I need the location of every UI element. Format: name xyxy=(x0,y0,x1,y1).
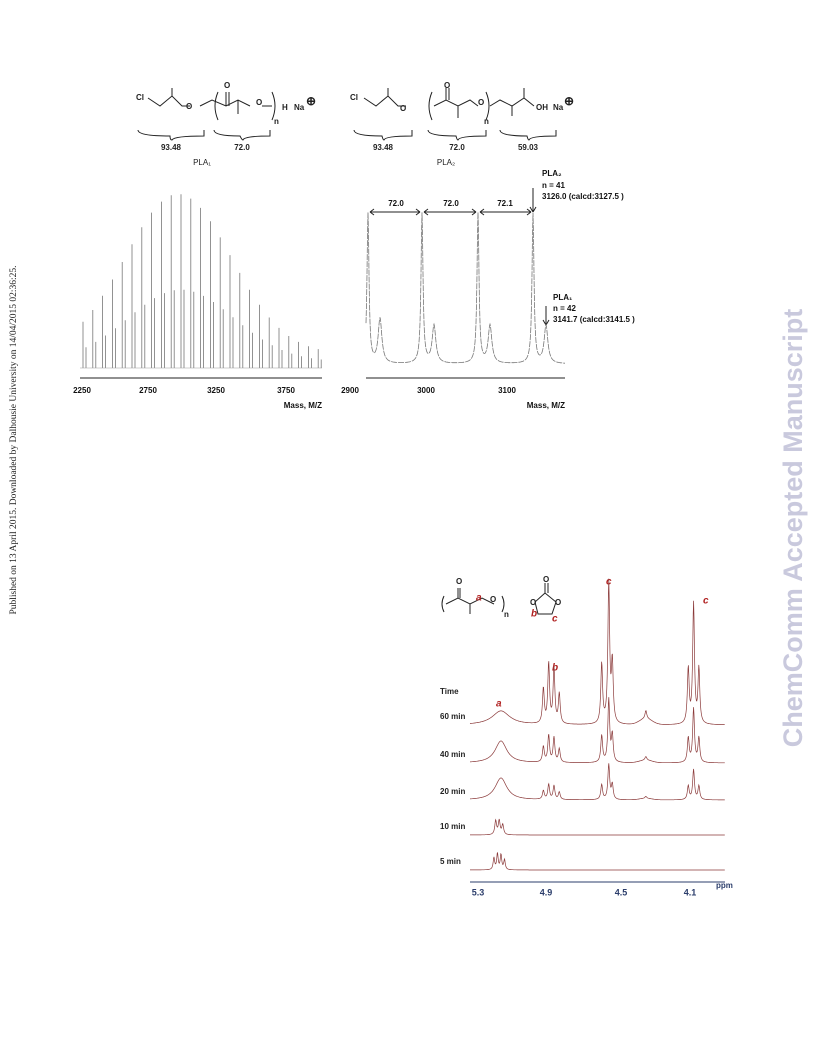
annotation: 3126.0 (calcd:3127.5 ) xyxy=(542,192,624,201)
watermark: ChemComm Accepted Manuscript xyxy=(778,309,808,748)
mass-label: 93.48 xyxy=(161,143,182,152)
ms-zoom-spectrum xyxy=(365,212,565,364)
time-label: 40 min xyxy=(440,750,465,759)
ion: Na xyxy=(294,103,305,112)
atom: O xyxy=(444,81,450,90)
time-label: 10 min xyxy=(440,822,465,831)
atom: O xyxy=(543,575,549,584)
tick-label: 2750 xyxy=(139,386,157,395)
tick-label: 5.3 xyxy=(472,887,485,897)
atom: O xyxy=(478,98,484,107)
annotation: PLA₂ xyxy=(542,169,562,178)
nmr-spectrum xyxy=(470,697,725,764)
mass-label: 72.0 xyxy=(234,143,250,152)
atom: O xyxy=(256,98,262,107)
tick-label: 3000 xyxy=(417,386,435,395)
peak-label: a xyxy=(496,699,502,710)
mass-label: 72.0 xyxy=(449,143,465,152)
spacing-label: 72.0 xyxy=(443,199,459,208)
pla1-structure: Cl O O O n H Na ⊕ 93.48 72.0 PLA₁ xyxy=(136,81,316,167)
spacing-label: 72.1 xyxy=(497,199,513,208)
atom: O xyxy=(456,577,462,586)
annotation: n = 42 xyxy=(553,304,576,313)
atom: O xyxy=(400,104,406,113)
nmr-structures: O a O n O O O b c xyxy=(441,575,561,625)
subscript: n xyxy=(274,117,279,126)
charge: ⊕ xyxy=(306,94,316,108)
atom: OH xyxy=(536,103,548,112)
atom: Cl xyxy=(350,93,358,102)
subscript: n xyxy=(504,610,509,619)
tick-label: 4.1 xyxy=(684,887,697,897)
tick-label: 3750 xyxy=(277,386,295,395)
atom: O xyxy=(555,598,561,607)
spacing-arrows xyxy=(369,188,550,326)
subscript: n xyxy=(484,117,489,126)
unit-label: ppm xyxy=(716,881,733,890)
atom: O xyxy=(224,81,230,90)
tick-label: 2900 xyxy=(341,386,359,395)
annotation: PLA₁ xyxy=(553,293,573,302)
charge: ⊕ xyxy=(564,94,574,108)
label: b xyxy=(531,609,537,620)
annotation: 3141.7 (calcd:3141.5 ) xyxy=(553,315,635,324)
atom: Cl xyxy=(136,93,144,102)
nmr-spectrum xyxy=(470,818,725,836)
tick-label: 3100 xyxy=(498,386,516,395)
tick-label: 3250 xyxy=(207,386,225,395)
annotation: n = 41 xyxy=(542,181,565,190)
pla2-structure: Cl O O O n OH Na ⊕ 93.48 72.0 59.03 PLA₂ xyxy=(350,81,574,167)
atom: H xyxy=(282,103,288,112)
nmr-spectrum xyxy=(470,763,725,801)
mass-label: 59.03 xyxy=(518,143,539,152)
ion: Na xyxy=(553,103,564,112)
atom: O xyxy=(490,595,496,604)
nmr-spectrum xyxy=(470,851,725,871)
compound-name: PLA₁ xyxy=(193,158,211,167)
spacing-label: 72.0 xyxy=(388,199,404,208)
time-label: 60 min xyxy=(440,712,465,721)
tick-label: 2250 xyxy=(73,386,91,395)
published-note: Published on 13 April 2015. Downloaded b… xyxy=(9,265,19,614)
nmr-spectrum xyxy=(469,578,725,726)
axis-label: Mass, M/Z xyxy=(527,401,565,410)
label: a xyxy=(476,593,482,604)
tick-label: 4.9 xyxy=(540,887,553,897)
mass-label: 93.48 xyxy=(373,143,394,152)
time-label: 5 min xyxy=(440,857,461,866)
time-label: 20 min xyxy=(440,787,465,796)
time-header: Time xyxy=(440,687,459,696)
atom: O xyxy=(186,102,192,111)
ms-spectrum xyxy=(82,194,322,368)
label: c xyxy=(552,614,558,625)
tick-label: 4.5 xyxy=(615,887,628,897)
peak-label: b xyxy=(552,663,558,674)
peak-label: c xyxy=(703,596,709,607)
compound-name: PLA₂ xyxy=(437,158,455,167)
axis-label: Mass, M/Z xyxy=(284,401,322,410)
atom: O xyxy=(530,598,536,607)
